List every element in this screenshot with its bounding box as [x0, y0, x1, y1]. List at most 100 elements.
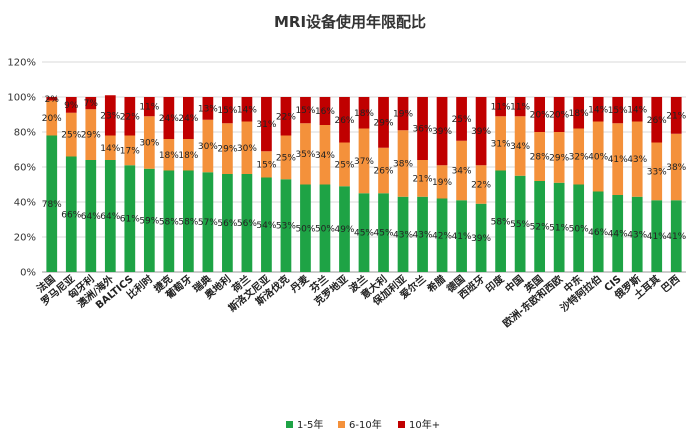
value-label: 39%: [432, 127, 452, 137]
bar-segment: [261, 177, 272, 272]
value-label: 13%: [198, 104, 218, 114]
y-axis-ticks: 0% 20% 40% 60% 80% 100% 120%: [7, 58, 36, 279]
bar-segment: [46, 135, 58, 272]
bar-segment: [222, 174, 233, 272]
value-label: 34%: [510, 142, 530, 152]
value-label: 16%: [315, 107, 335, 117]
bar-segment: [495, 170, 506, 272]
value-label: 26%: [647, 116, 667, 126]
value-label: 7%: [84, 99, 99, 109]
x-axis-ticks: 法国罗马尼亚匈牙利澳洲/海外BALTICS比利时捷克葡萄牙瑞典奥地利荷兰斯洛文尼…: [34, 272, 682, 330]
bar-segment: [397, 130, 409, 197]
bar-segment: [280, 97, 292, 136]
bar-segment: [631, 121, 643, 197]
value-label: 34%: [315, 151, 335, 161]
bar-segment: [358, 97, 370, 129]
value-label: 25%: [334, 160, 354, 170]
bar-segment: [631, 97, 643, 122]
bar-segment: [182, 97, 194, 139]
value-label: 14%: [588, 105, 608, 115]
bar-segment: [553, 97, 565, 132]
bar-segment: [241, 121, 253, 174]
bar-segment: [222, 123, 233, 174]
value-label: 55%: [510, 220, 530, 230]
value-label: 37%: [354, 157, 374, 167]
x-tick-label: 巴西: [659, 273, 682, 295]
value-label: 41%: [647, 232, 667, 242]
bar-segment: [182, 170, 194, 272]
value-label: 56%: [217, 219, 237, 229]
bar-segment: [397, 97, 409, 131]
bar-segment: [163, 170, 175, 272]
value-label: 54%: [256, 221, 276, 231]
value-label: 34%: [452, 167, 472, 177]
value-label: 11%: [139, 103, 159, 113]
bar-segment: [475, 165, 487, 204]
bar-segment: [339, 186, 350, 272]
bar-segment: [85, 97, 97, 110]
value-label: 21%: [413, 174, 433, 184]
value-label: 50%: [569, 224, 589, 234]
bar-segment: [436, 97, 448, 166]
value-label: 2%: [45, 95, 60, 105]
value-label: 57%: [198, 218, 218, 228]
value-label: 31%: [256, 120, 276, 130]
y-tick-label: 0%: [20, 268, 36, 279]
value-label: 28%: [530, 153, 550, 163]
value-label: 33%: [647, 167, 667, 177]
value-label: 38%: [666, 163, 686, 173]
bar-segment: [456, 200, 467, 272]
value-label: 58%: [178, 217, 198, 227]
bar-segment: [651, 200, 663, 272]
y-tick-label: 20%: [14, 233, 36, 244]
value-label: 31%: [491, 139, 511, 149]
value-label: 24%: [159, 114, 179, 124]
bar-segment: [241, 174, 253, 272]
bar-segment: [651, 142, 663, 201]
bar-segment: [534, 181, 546, 272]
value-label: 14%: [100, 144, 120, 154]
value-label: 44%: [608, 230, 628, 240]
bar-segment: [65, 156, 77, 272]
bar-segment: [456, 140, 467, 201]
bar-segment: [417, 97, 428, 160]
value-label: 58%: [159, 217, 179, 227]
value-label: 50%: [315, 224, 335, 234]
value-label: 18%: [159, 151, 179, 161]
bar-segment: [104, 135, 116, 160]
value-label: 64%: [100, 212, 120, 222]
bar-segment: [104, 95, 116, 136]
bar-segment: [612, 195, 624, 272]
value-label: 40%: [588, 153, 608, 163]
value-label: 14%: [237, 105, 257, 115]
bar-segment: [65, 97, 77, 113]
value-label: 43%: [413, 230, 433, 240]
x-tick-label: 中国: [502, 272, 526, 295]
value-label: 11%: [510, 103, 530, 113]
bar-segment: [553, 132, 565, 183]
bar-segment: [514, 175, 526, 272]
bar-segment: [417, 160, 428, 197]
value-label: 45%: [374, 229, 394, 239]
value-label: 66%: [61, 210, 81, 220]
bar-segment: [514, 116, 526, 176]
bar-segment: [436, 198, 448, 272]
value-label: 18%: [354, 109, 374, 119]
value-label: 43%: [627, 155, 647, 165]
value-label: 41%: [666, 232, 686, 242]
bar-segment: [85, 109, 97, 160]
y-tick-label: 100%: [7, 93, 36, 104]
bar-segment: [143, 97, 155, 117]
value-label: 19%: [393, 110, 413, 120]
value-label: 39%: [471, 234, 491, 244]
bar-segment: [670, 97, 682, 134]
bar-segment: [319, 184, 331, 272]
value-label: 39%: [471, 127, 491, 137]
bar-segment: [475, 203, 487, 272]
value-label: 15%: [256, 160, 276, 170]
value-label: 18%: [178, 151, 198, 161]
legend-swatch: [398, 421, 405, 428]
bar-segment: [573, 184, 585, 272]
value-label: 22%: [471, 181, 491, 191]
value-label: 18%: [569, 109, 589, 119]
